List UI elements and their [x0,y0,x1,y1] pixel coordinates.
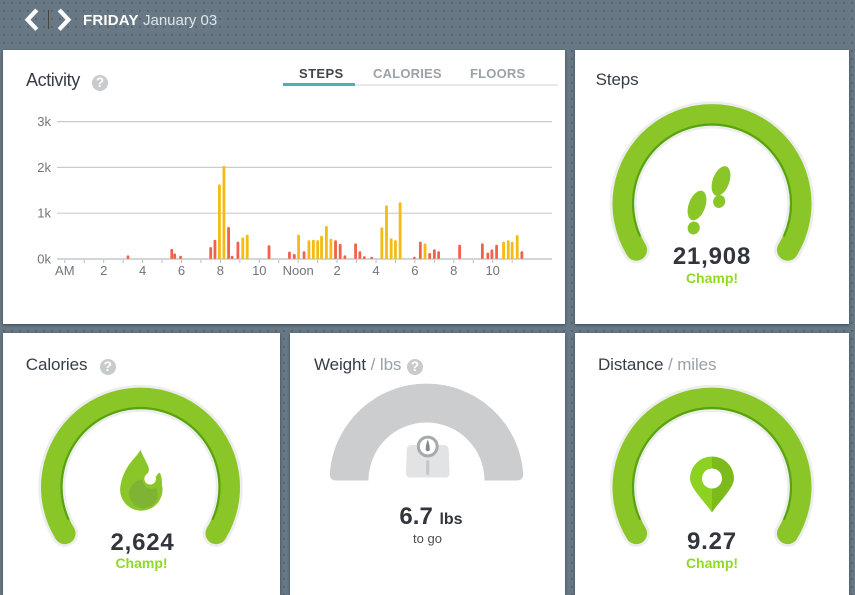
svg-text:4: 4 [372,263,379,278]
svg-text:10: 10 [485,263,499,278]
svg-text:2k: 2k [37,160,51,175]
svg-text:AM: AM [55,263,75,278]
svg-text:4: 4 [139,263,146,278]
svg-text:3k: 3k [37,114,51,129]
svg-text:8: 8 [217,263,224,278]
svg-text:2: 2 [333,263,340,278]
svg-text:6: 6 [178,263,185,278]
svg-text:0k: 0k [37,252,51,267]
svg-text:8: 8 [450,263,457,278]
svg-text:10: 10 [252,263,266,278]
svg-text:6: 6 [411,263,418,278]
svg-text:1k: 1k [37,206,51,221]
svg-text:2: 2 [100,263,107,278]
svg-text:Noon: Noon [283,263,314,278]
